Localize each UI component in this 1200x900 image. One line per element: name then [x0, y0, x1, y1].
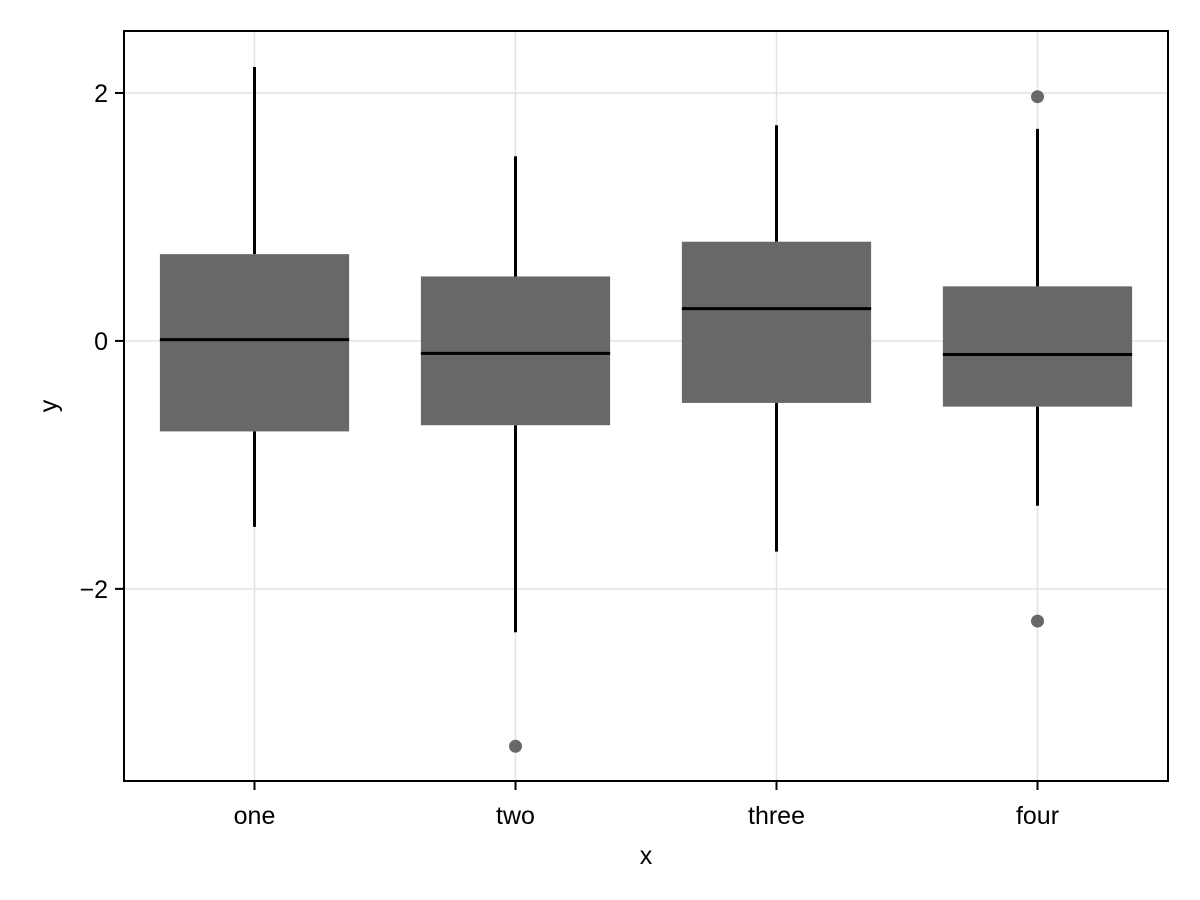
y-tick-label: 0 [94, 328, 108, 356]
box-four [942, 90, 1133, 628]
box-body [159, 254, 350, 432]
box-two [420, 156, 611, 753]
tick-layer: one two three four −2 0 2 [79, 80, 1059, 830]
x-tick-label: one [234, 802, 276, 830]
x-tick-label: three [748, 802, 805, 830]
box-body [942, 286, 1133, 407]
box-three [681, 125, 872, 552]
plot-frame [123, 30, 1169, 782]
y-tick-label: −2 [79, 576, 108, 604]
x-axis-title: x [640, 842, 653, 870]
outlier-point [1031, 614, 1044, 628]
x-tick-label: four [1016, 802, 1059, 830]
box-body [681, 241, 872, 403]
box-layer [159, 66, 1133, 753]
outlier-point [1031, 90, 1044, 104]
outlier-point [509, 739, 522, 753]
box-body [420, 276, 611, 426]
y-axis-title: y [35, 399, 63, 412]
x-tick-label: two [496, 802, 535, 830]
box-one [159, 66, 350, 527]
y-tick-label: 2 [94, 80, 108, 108]
